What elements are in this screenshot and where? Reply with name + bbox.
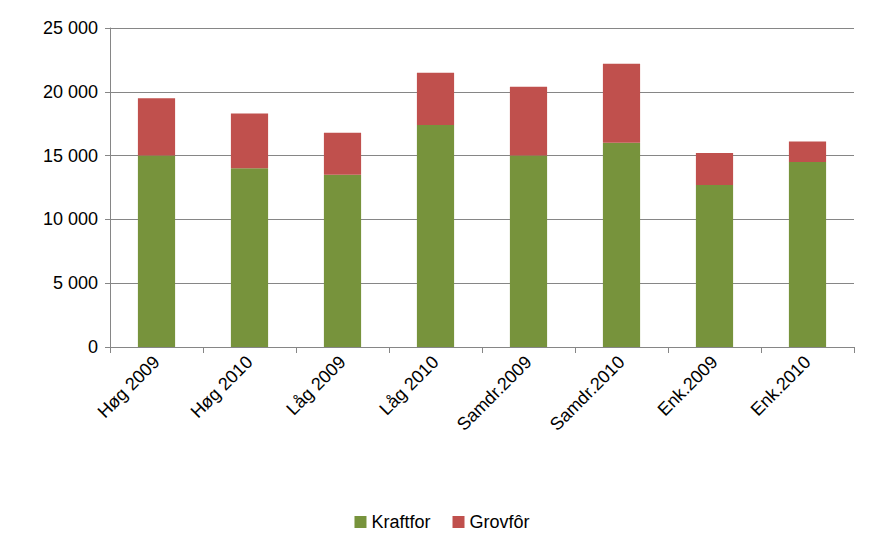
svg-text:0: 0 (88, 337, 98, 357)
svg-text:Låg 2009: Låg 2009 (282, 352, 349, 419)
svg-text:Kraftfor: Kraftfor (371, 512, 430, 532)
svg-text:Høg 2010: Høg 2010 (187, 352, 257, 422)
svg-text:Høg 2009: Høg 2009 (94, 352, 164, 422)
svg-text:25 000: 25 000 (43, 18, 98, 38)
svg-text:5 000: 5 000 (53, 273, 98, 293)
svg-text:Låg 2010: Låg 2010 (375, 352, 442, 419)
svg-text:Samdr.2010: Samdr.2010 (546, 352, 629, 435)
svg-text:20 000: 20 000 (43, 82, 98, 102)
svg-text:Grovfôr: Grovfôr (470, 512, 530, 532)
svg-text:Enk.2010: Enk.2010 (747, 352, 815, 420)
svg-text:Enk.2009: Enk.2009 (654, 352, 722, 420)
svg-text:15 000: 15 000 (43, 146, 98, 166)
svg-text:Samdr.2009: Samdr.2009 (453, 352, 536, 435)
svg-text:10 000: 10 000 (43, 209, 98, 229)
